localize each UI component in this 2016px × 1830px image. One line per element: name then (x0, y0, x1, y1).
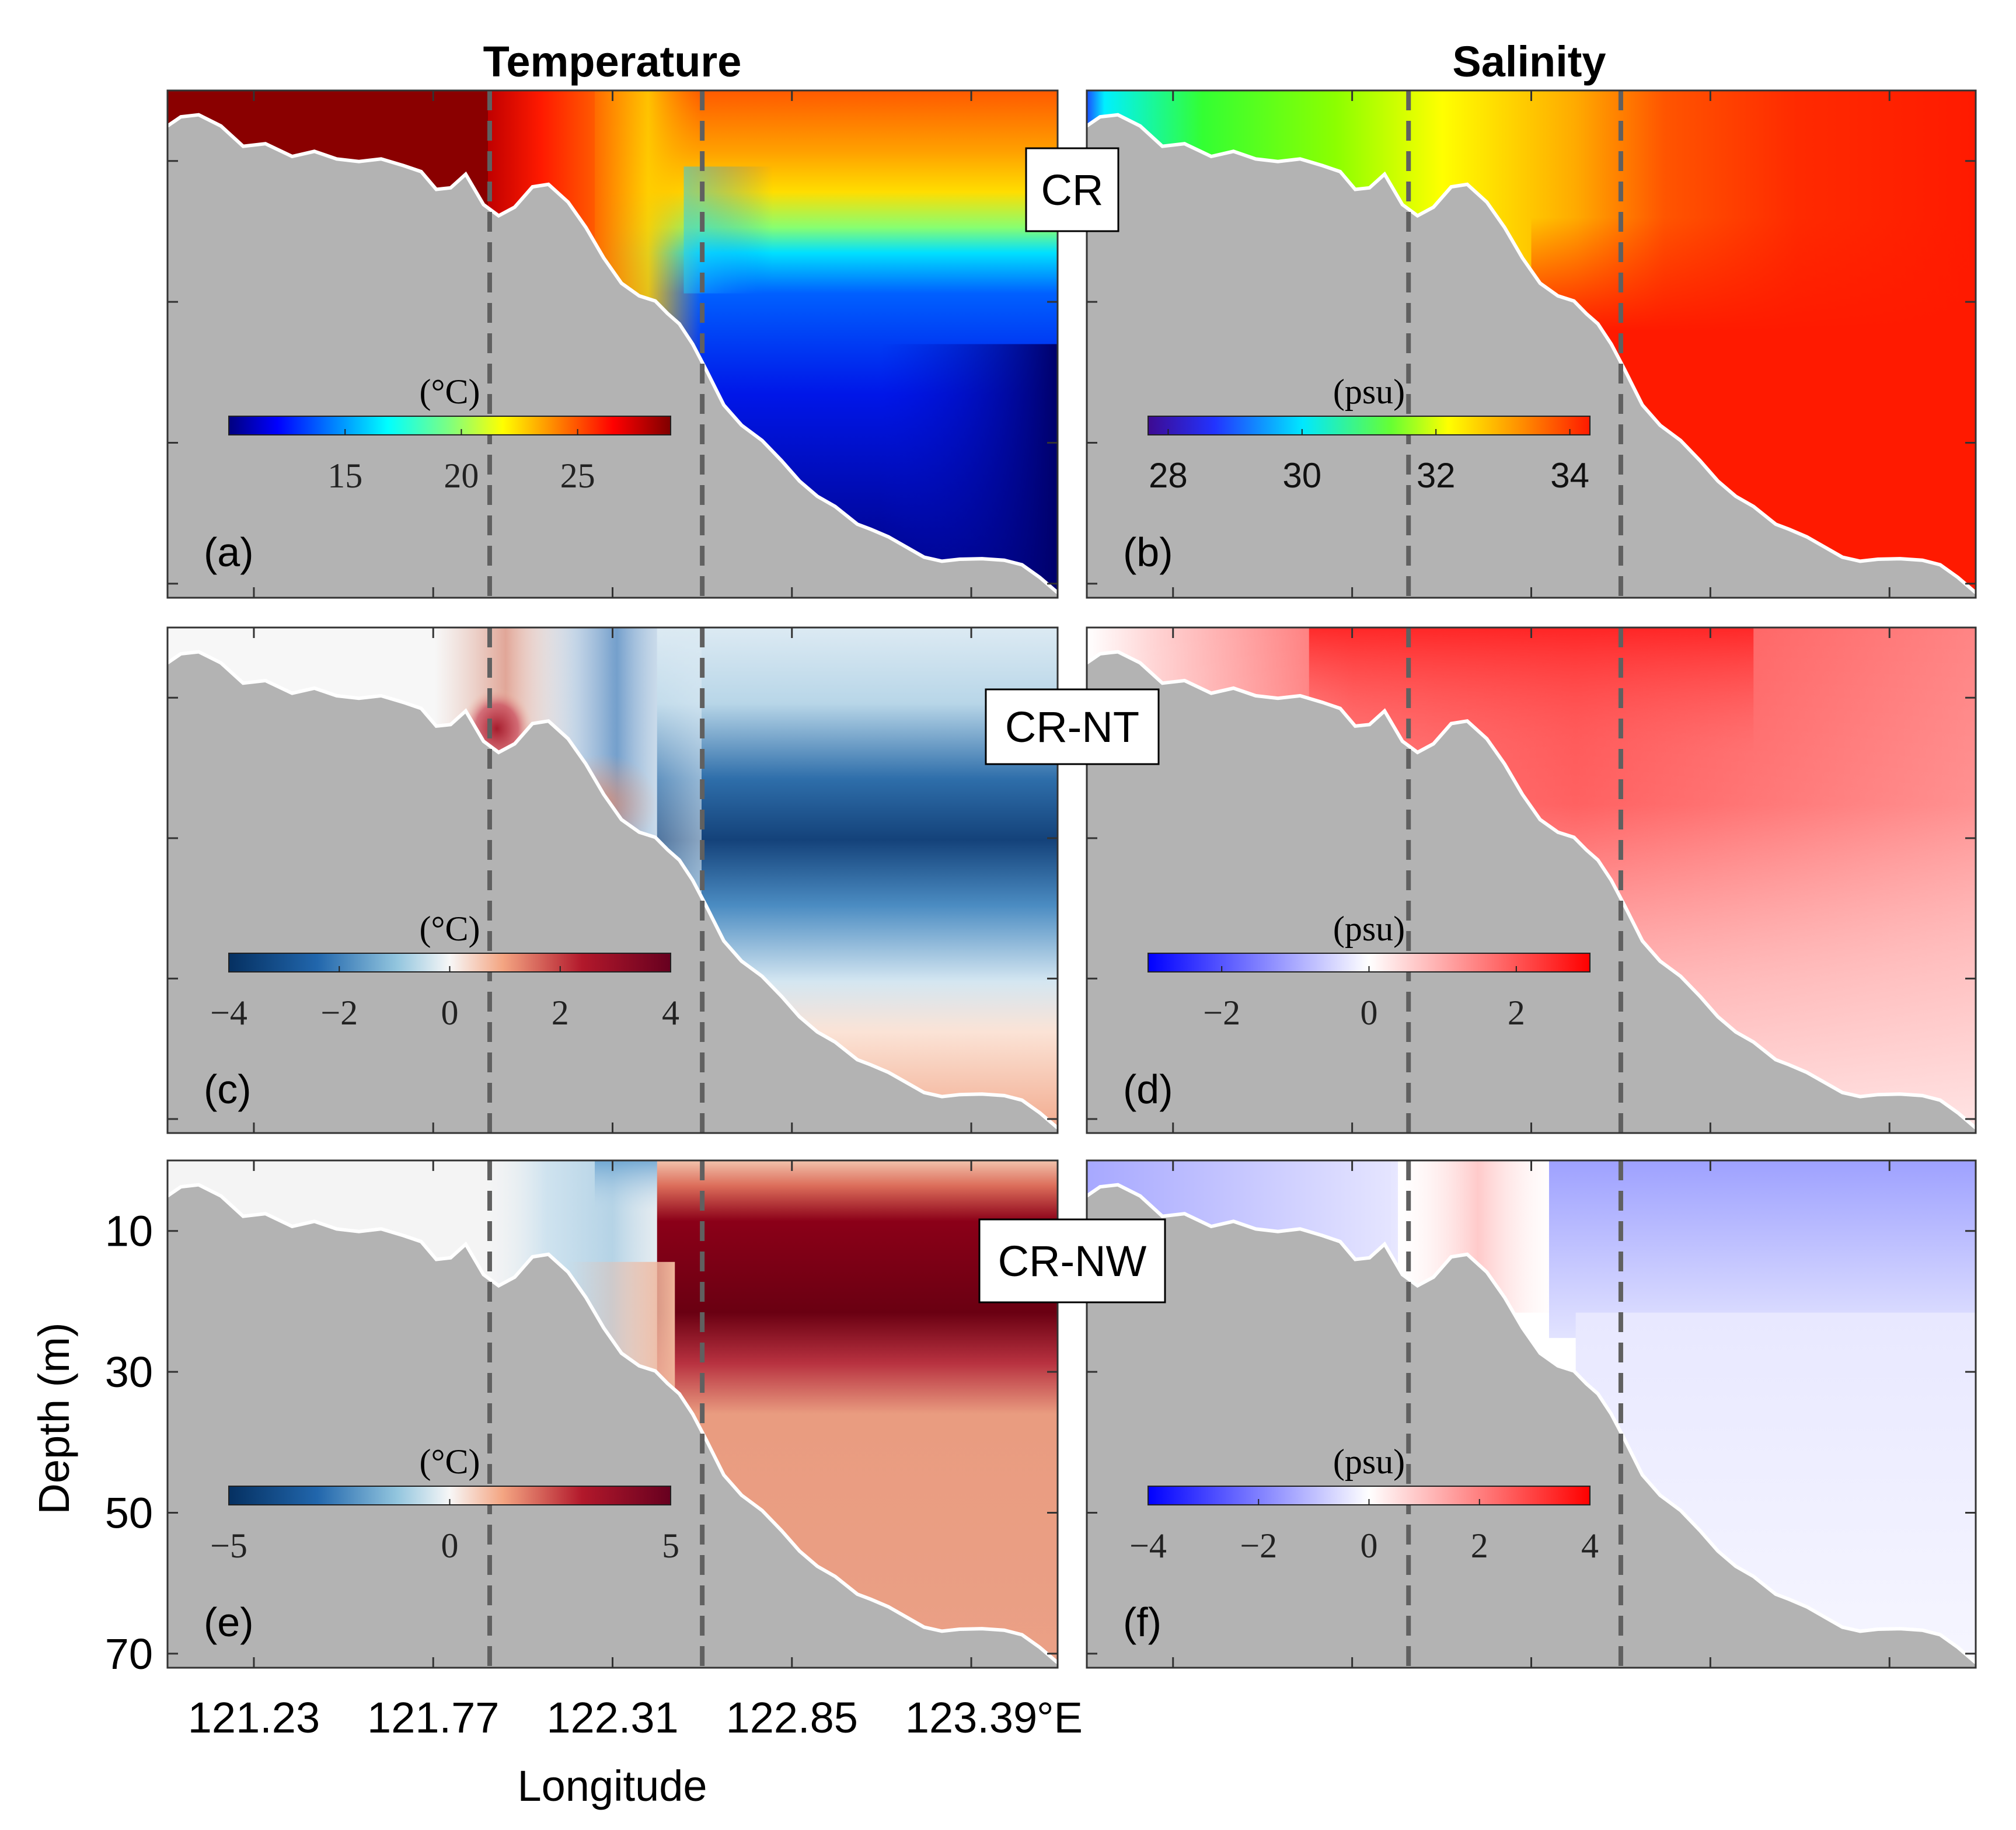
colorbar-tick-label: 28 (1149, 456, 1188, 495)
colorbar-gradient (228, 953, 671, 972)
panel-b: (b) (psu) 28 30 32 34 (1086, 89, 1977, 599)
colorbar-tick-label: 20 (444, 456, 479, 495)
row-label-cr: CR (1025, 147, 1119, 232)
colorbar-c: (°C) −4 −2 0 2 4 (210, 909, 679, 1032)
colorbar-tick-label: −2 (1203, 994, 1240, 1032)
colorbar-b: (psu) 28 30 32 34 (1147, 372, 1591, 495)
colorbar-f: (psu) −4 −2 0 2 4 (1129, 1442, 1599, 1565)
colorbar-tick-label: 25 (560, 456, 595, 495)
colorbar-a: (°C) 15 20 25 (228, 372, 671, 495)
colorbar-tick-label: 30 (1282, 456, 1321, 495)
row-label-cr-nw: CR-NW (978, 1218, 1166, 1303)
panel-label-c: (c) (204, 1066, 252, 1112)
column-title-temperature: Temperature (483, 37, 742, 86)
field-layer (683, 166, 773, 294)
column-title-salinity: Salinity (1452, 37, 1606, 86)
row-label-cr-nt: CR-NT (985, 688, 1160, 765)
seabed-line (168, 113, 1058, 594)
colorbar-tick-label: −2 (1240, 1526, 1277, 1565)
x-tick-label: 122.85 (726, 1693, 858, 1742)
y-tick-label: 70 (105, 1630, 153, 1678)
colorbar-unit: (°C) (420, 372, 480, 411)
x-unit-label: °E (1037, 1693, 1083, 1742)
colorbar-tick-label: 32 (1417, 456, 1456, 495)
x-tick-label: 122.31 (546, 1693, 678, 1742)
row-labels: CR CR-NT CR-NW (978, 147, 1166, 1303)
panel-label-e: (e) (204, 1599, 254, 1645)
land-mask (1087, 114, 1976, 598)
row-label-box (985, 688, 1160, 765)
y-axis-label: Depth (m) (30, 1323, 78, 1515)
seabed-line (168, 1183, 1058, 1664)
colorbar-tick-label: 2 (552, 994, 569, 1032)
colorbar-tick-label: 2 (1508, 994, 1525, 1032)
colorbar-unit: (°C) (420, 909, 480, 948)
colorbar-tick-label: −2 (320, 994, 358, 1032)
colorbar-gradient (228, 416, 671, 435)
seabed-line (168, 650, 1058, 1130)
row-label-text: CR-NW (998, 1237, 1147, 1285)
seabed-line (1087, 1183, 1976, 1664)
colorbar-tick-label: 0 (1361, 1526, 1378, 1565)
panel-label-a: (a) (204, 529, 254, 575)
land-mask (1087, 1184, 1976, 1668)
x-axis-label: Longitude (517, 1762, 707, 1810)
row-label-box (1025, 147, 1119, 232)
land-mask (168, 651, 1058, 1133)
colorbar-tick-label: −4 (210, 994, 247, 1032)
colorbar-unit: (psu) (1333, 372, 1405, 411)
colorbar-e: (°C) −5 0 5 (210, 1442, 679, 1565)
colorbar-tick-label: 15 (327, 456, 362, 495)
colorbar-d: (psu) −2 0 2 (1147, 909, 1591, 1032)
colorbar-tick-label: 34 (1550, 456, 1589, 495)
colorbar-unit: (psu) (1333, 1442, 1405, 1481)
panel-f: (f) (psu) −4 −2 0 2 4 (1086, 1159, 1977, 1669)
colorbar-tick-label: 0 (1361, 994, 1378, 1032)
colorbar-tick-label: 0 (441, 994, 459, 1032)
colorbar-tick-label: 5 (662, 1526, 679, 1565)
colorbar-tick-label: 4 (1581, 1526, 1599, 1565)
y-tick-label: 10 (105, 1207, 153, 1256)
row-label-box (978, 1218, 1166, 1303)
colorbar-tick-label: 2 (1471, 1526, 1488, 1565)
row-label-text: CR (1041, 166, 1104, 214)
row-label-text: CR-NT (1005, 703, 1139, 751)
x-tick-label: 121.77 (367, 1693, 499, 1742)
land-mask (168, 114, 1058, 598)
field-layer (1548, 1160, 1976, 1338)
panel-d: (d) (psu) −2 0 2 (1086, 626, 1977, 1134)
panel-c: (c) (°C) −4 −2 0 2 4 (166, 626, 1059, 1134)
panel-a: (a) (°C) 15 20 25 (166, 89, 1059, 599)
panel-e: (e) (°C) −5 0 5 (166, 1159, 1059, 1669)
x-tick-label: 121.23 (188, 1693, 320, 1742)
y-tick-label: 50 (105, 1489, 153, 1537)
colorbar-unit: (°C) (420, 1442, 480, 1481)
colorbar-tick-label: −5 (210, 1526, 247, 1565)
colorbar-gradient (1147, 416, 1591, 435)
panel-label-d: (d) (1123, 1066, 1173, 1112)
panels: (a)(°C)15 20 25(b)(psu)28 30 32 34(c)(°C)−4 −2… (166, 89, 1977, 1669)
panel-label-b: (b) (1123, 529, 1173, 575)
colorbar-unit: (psu) (1333, 909, 1405, 948)
x-tick-label: 123.39 (905, 1693, 1037, 1742)
land-mask (1087, 651, 1976, 1133)
colorbar-tick-label: 4 (662, 994, 679, 1032)
y-tick-label: 30 (105, 1348, 153, 1396)
colorbar-tick-label: 0 (441, 1526, 459, 1565)
seabed-line (1087, 650, 1976, 1130)
seabed-line (1087, 113, 1976, 594)
panel-label-f: (f) (1123, 1599, 1162, 1645)
land-mask (168, 1184, 1058, 1668)
colorbar-tick-label: −4 (1129, 1526, 1167, 1565)
